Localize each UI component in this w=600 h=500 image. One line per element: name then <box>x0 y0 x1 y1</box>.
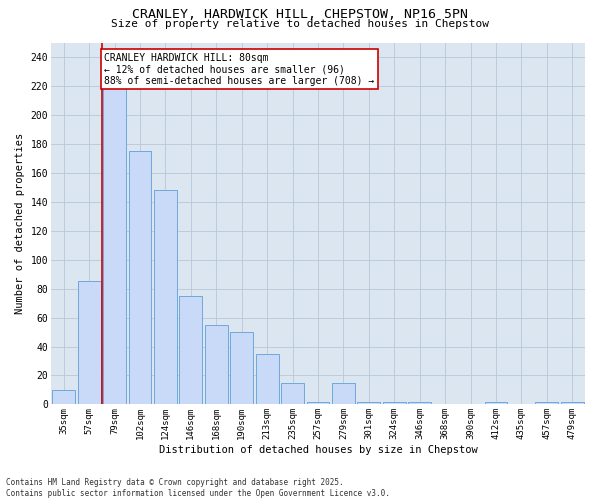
Bar <box>307 402 329 404</box>
Text: Contains HM Land Registry data © Crown copyright and database right 2025.
Contai: Contains HM Land Registry data © Crown c… <box>6 478 390 498</box>
Text: CRANLEY, HARDWICK HILL, CHEPSTOW, NP16 5PN: CRANLEY, HARDWICK HILL, CHEPSTOW, NP16 5… <box>132 8 468 20</box>
Bar <box>230 332 253 404</box>
Bar <box>281 382 304 404</box>
Bar <box>179 296 202 405</box>
Bar <box>77 282 101 405</box>
Bar <box>485 402 508 404</box>
Bar <box>358 402 380 404</box>
Bar <box>52 390 75 404</box>
Text: CRANLEY HARDWICK HILL: 80sqm
← 12% of detached houses are smaller (96)
88% of se: CRANLEY HARDWICK HILL: 80sqm ← 12% of de… <box>104 52 374 86</box>
Bar <box>561 402 584 404</box>
Bar <box>205 325 228 404</box>
Y-axis label: Number of detached properties: Number of detached properties <box>15 133 25 314</box>
Bar <box>383 402 406 404</box>
Bar <box>128 151 151 405</box>
Bar <box>535 402 558 404</box>
Bar <box>408 402 431 404</box>
Bar <box>256 354 278 405</box>
Bar <box>154 190 177 404</box>
Bar <box>103 86 126 404</box>
X-axis label: Distribution of detached houses by size in Chepstow: Distribution of detached houses by size … <box>158 445 478 455</box>
Text: Size of property relative to detached houses in Chepstow: Size of property relative to detached ho… <box>111 19 489 29</box>
Bar <box>332 382 355 404</box>
